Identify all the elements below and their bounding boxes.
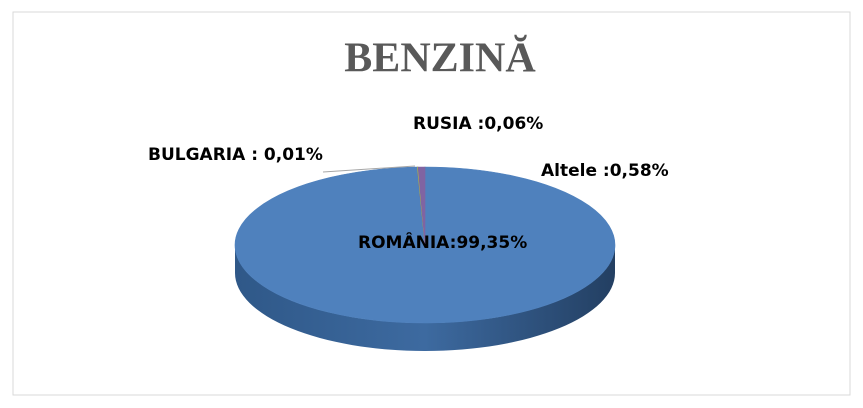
- data-label: ROMÂNIA:99,35%: [358, 231, 527, 253]
- pie-slice-side: [235, 245, 615, 351]
- data-label: Altele :0,58%: [541, 161, 669, 181]
- chart-title: BENZINĂ: [344, 35, 536, 82]
- pie-slice: [417, 166, 426, 246]
- data-label: BULGARIA : 0,01%: [148, 145, 323, 165]
- data-label: RUSIA :0,06%: [413, 114, 543, 134]
- leader-line: [322, 165, 416, 173]
